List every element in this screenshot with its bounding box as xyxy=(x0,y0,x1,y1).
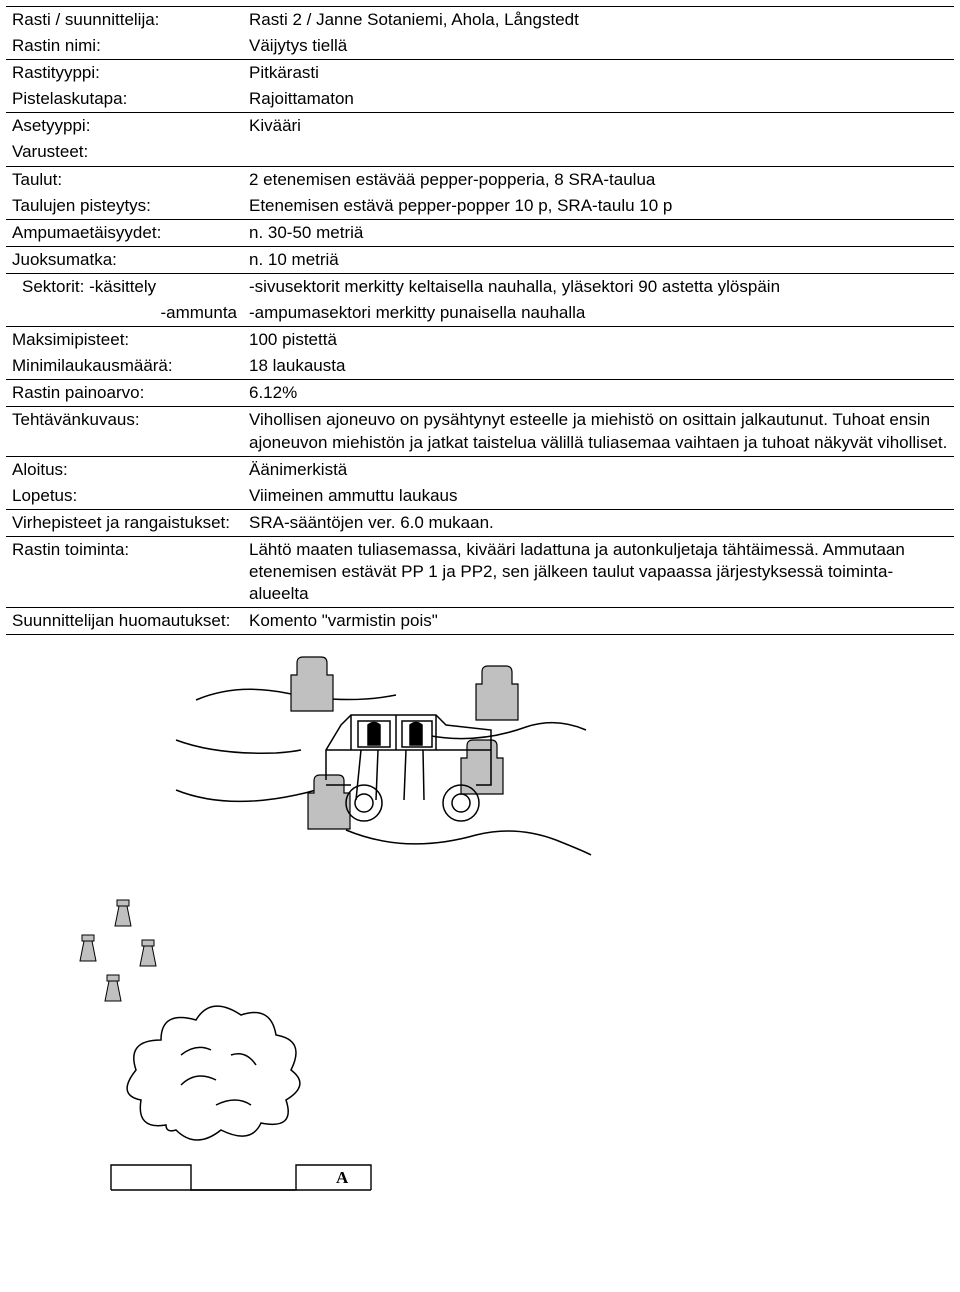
label-rastin-nimi: Rastin nimi: xyxy=(6,33,243,60)
value-sektorit-kasittely: -sivusektorit merkitty keltaisella nauha… xyxy=(243,273,954,300)
label-juoksumatka: Juoksumatka: xyxy=(6,246,243,273)
label-rasti-suunnittelija: Rasti / suunnittelija: xyxy=(6,7,243,34)
popper-icon xyxy=(105,975,121,1001)
label-ampumaetaisyydet: Ampumaetäisyydet: xyxy=(6,219,243,246)
target-icon xyxy=(308,775,350,829)
label-aloitus: Aloitus: xyxy=(6,456,243,483)
value-juoksumatka: n. 10 metriä xyxy=(243,246,954,273)
label-huomautukset: Suunnittelijan huomautukset: xyxy=(6,608,243,635)
value-lopetus: Viimeinen ammuttu laukaus xyxy=(243,483,954,510)
value-rastin-painoarvo: 6.12% xyxy=(243,380,954,407)
label-varusteet: Varusteet: xyxy=(6,139,243,166)
value-virhepisteet: SRA-sääntöjen ver. 6.0 mukaan. xyxy=(243,509,954,536)
label-rastin-painoarvo: Rastin painoarvo: xyxy=(6,380,243,407)
popper-icon xyxy=(115,900,131,926)
bush-icon xyxy=(127,1006,300,1140)
label-asetyyppi: Asetyyppi: xyxy=(6,113,243,140)
value-asetyyppi: Kivääri xyxy=(243,113,954,140)
label-tehtavankuvaus: Tehtävänkuvaus: xyxy=(6,407,243,456)
target-icon xyxy=(476,666,518,720)
value-maksimipisteet: 100 pistettä xyxy=(243,327,954,354)
label-sektorit-kasittely: Sektorit: -käsittely xyxy=(6,273,243,300)
terrain-lines-icon xyxy=(176,690,591,856)
label-maksimipisteet: Maksimipisteet: xyxy=(6,327,243,354)
target-icon xyxy=(291,657,333,711)
label-rastin-toiminta: Rastin toiminta: xyxy=(6,536,243,607)
popper-icon xyxy=(140,940,156,966)
stage-description-table: Rasti / suunnittelija: Rasti 2 / Janne S… xyxy=(6,6,954,635)
value-sektorit-ammunta: -ampumasektori merkitty punaisella nauha… xyxy=(243,300,954,327)
label-taulut: Taulut: xyxy=(6,166,243,193)
value-taulujen-pisteytys: Etenemisen estävä pepper-popper 10 p, SR… xyxy=(243,193,954,220)
value-aloitus: Äänimerkistä xyxy=(243,456,954,483)
label-taulujen-pisteytys: Taulujen pisteytys: xyxy=(6,193,243,220)
label-sektorit-ammunta: -ammunta xyxy=(6,300,243,327)
value-ampumaetaisyydet: n. 30-50 metriä xyxy=(243,219,954,246)
value-huomautukset: Komento "varmistin pois" xyxy=(243,608,954,635)
value-rastityyppi: Pitkärasti xyxy=(243,60,954,87)
value-pistelaskutapa: Rajoittamaton xyxy=(243,86,954,113)
label-pistelaskutapa: Pistelaskutapa: xyxy=(6,86,243,113)
value-varusteet xyxy=(243,139,954,166)
position-label: A xyxy=(336,1168,349,1187)
stage-diagram: A xyxy=(46,655,954,1240)
shooting-position-icon xyxy=(111,1165,371,1190)
value-minimilaukausmaara: 18 laukausta xyxy=(243,353,954,380)
label-lopetus: Lopetus: xyxy=(6,483,243,510)
popper-icon xyxy=(80,935,96,961)
label-rastityyppi: Rastityyppi: xyxy=(6,60,243,87)
label-minimilaukausmaara: Minimilaukausmäärä: xyxy=(6,353,243,380)
value-rastin-nimi: Väijytys tiellä xyxy=(243,33,954,60)
stage-diagram-svg: A xyxy=(46,655,606,1235)
value-rasti-suunnittelija: Rasti 2 / Janne Sotaniemi, Ahola, Långst… xyxy=(243,7,954,34)
value-rastin-toiminta: Lähtö maaten tuliasemassa, kivääri ladat… xyxy=(243,536,954,607)
label-virhepisteet: Virhepisteet ja rangaistukset: xyxy=(6,509,243,536)
value-taulut: 2 etenemisen estävää pepper-popperia, 8 … xyxy=(243,166,954,193)
value-tehtavankuvaus: Vihollisen ajoneuvo on pysähtynyt esteel… xyxy=(243,407,954,456)
